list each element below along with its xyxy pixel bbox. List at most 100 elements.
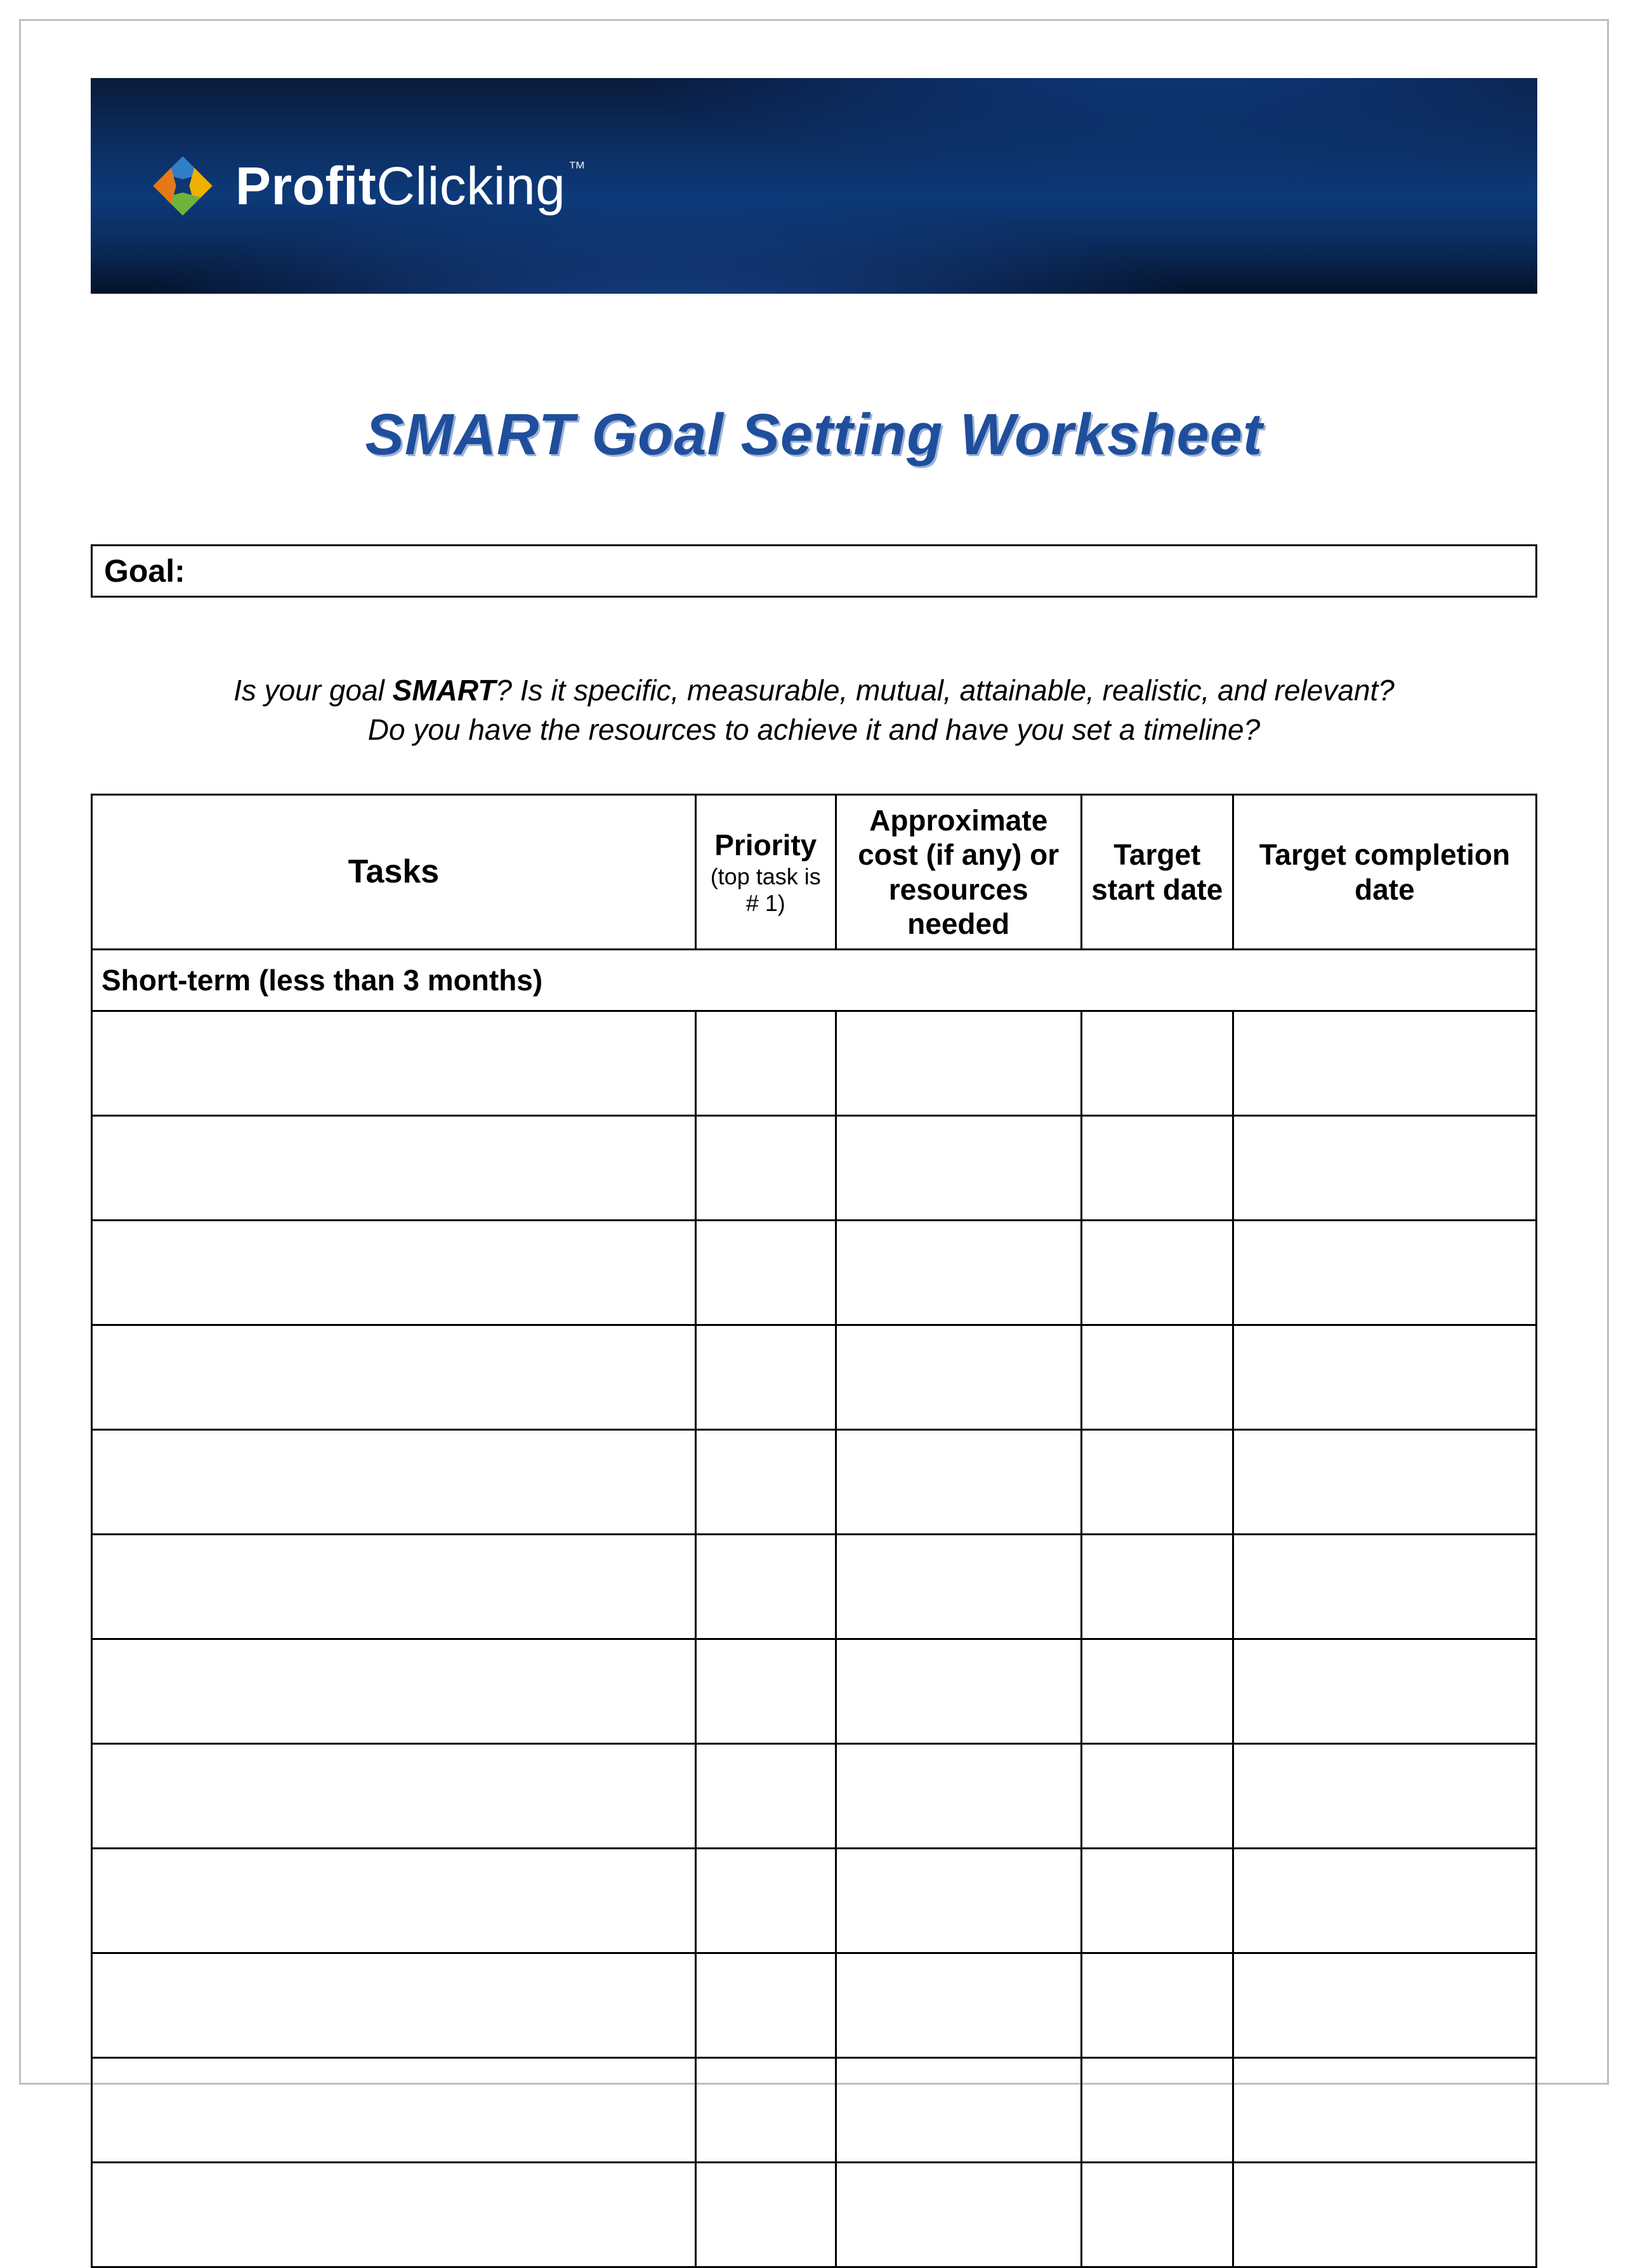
table-cell[interactable] bbox=[695, 1430, 836, 1535]
table-cell[interactable] bbox=[92, 1116, 696, 1221]
table-row[interactable] bbox=[92, 1011, 1537, 1116]
table-cell[interactable] bbox=[695, 2163, 836, 2267]
col-tasks: Tasks bbox=[92, 795, 696, 950]
table-cell[interactable] bbox=[1081, 2163, 1233, 2267]
table-cell[interactable] bbox=[1081, 1535, 1233, 1639]
table-cell[interactable] bbox=[1081, 2058, 1233, 2163]
table-cell[interactable] bbox=[1233, 1221, 1536, 1325]
intro-smart: SMART bbox=[393, 674, 496, 707]
table-cell[interactable] bbox=[695, 1849, 836, 1953]
col-end: Target completion date bbox=[1233, 795, 1536, 950]
table-cell[interactable] bbox=[836, 1325, 1081, 1430]
table-cell[interactable] bbox=[92, 1325, 696, 1430]
col-cost: Approximate cost (if any) or resources n… bbox=[836, 795, 1081, 950]
table-cell[interactable] bbox=[1081, 1011, 1233, 1116]
table-cell[interactable] bbox=[1233, 1639, 1536, 1744]
table-cell[interactable] bbox=[1081, 1221, 1233, 1325]
table-row[interactable] bbox=[92, 1953, 1537, 2058]
intro-text: Is your goal SMART? Is it specific, meas… bbox=[91, 671, 1537, 749]
page-border: ProfitClicking™ SMART Goal Setting Works… bbox=[19, 19, 1609, 2085]
table-cell[interactable] bbox=[836, 1430, 1081, 1535]
table-cell[interactable] bbox=[1233, 1011, 1536, 1116]
table-row[interactable] bbox=[92, 2058, 1537, 2163]
table-row[interactable] bbox=[92, 1325, 1537, 1430]
table-cell[interactable] bbox=[836, 1011, 1081, 1116]
table-cell[interactable] bbox=[92, 1953, 696, 2058]
section-short-term-label: Short-term (less than 3 months) bbox=[92, 950, 1537, 1011]
table-cell[interactable] bbox=[695, 1953, 836, 2058]
brand-name-bold: Profit bbox=[235, 156, 376, 216]
table-cell[interactable] bbox=[836, 1535, 1081, 1639]
brand-logo-icon bbox=[141, 145, 224, 227]
table-row[interactable] bbox=[92, 1430, 1537, 1535]
table-row[interactable] bbox=[92, 1221, 1537, 1325]
brand-banner: ProfitClicking™ bbox=[91, 78, 1537, 294]
table-cell[interactable] bbox=[1233, 1849, 1536, 1953]
intro-line-1: Is your goal SMART? Is it specific, meas… bbox=[91, 671, 1537, 710]
table-cell[interactable] bbox=[1233, 2058, 1536, 2163]
table-row[interactable] bbox=[92, 1535, 1537, 1639]
goal-label: Goal: bbox=[104, 553, 185, 589]
table-cell[interactable] bbox=[1081, 1953, 1233, 2058]
intro-line-2: Do you have the resources to achieve it … bbox=[91, 710, 1537, 749]
table-cell[interactable] bbox=[836, 1744, 1081, 1849]
goal-field[interactable]: Goal: bbox=[91, 544, 1537, 598]
table-cell[interactable] bbox=[92, 2058, 696, 2163]
table-cell[interactable] bbox=[1081, 1325, 1233, 1430]
table-row[interactable] bbox=[92, 1849, 1537, 1953]
table-cell[interactable] bbox=[92, 1221, 696, 1325]
table-cell[interactable] bbox=[836, 2058, 1081, 2163]
table-cell[interactable] bbox=[695, 1116, 836, 1221]
table-cell[interactable] bbox=[1233, 1116, 1536, 1221]
table-header: Tasks Priority (top task is # 1) Approxi… bbox=[92, 795, 1537, 950]
table-cell[interactable] bbox=[92, 1430, 696, 1535]
table-row[interactable] bbox=[92, 1639, 1537, 1744]
table-cell[interactable] bbox=[1233, 1535, 1536, 1639]
table-body: Short-term (less than 3 months) bbox=[92, 950, 1537, 2267]
table-cell[interactable] bbox=[92, 1639, 696, 1744]
table-cell[interactable] bbox=[1081, 1639, 1233, 1744]
table-cell[interactable] bbox=[836, 2163, 1081, 2267]
table-cell[interactable] bbox=[836, 1639, 1081, 1744]
table-cell[interactable] bbox=[1233, 1744, 1536, 1849]
table-cell[interactable] bbox=[92, 2163, 696, 2267]
table-cell[interactable] bbox=[1233, 2163, 1536, 2267]
table-cell[interactable] bbox=[1233, 1953, 1536, 2058]
intro-prefix: Is your goal bbox=[233, 674, 393, 707]
table-cell[interactable] bbox=[695, 2058, 836, 2163]
table-cell[interactable] bbox=[836, 1116, 1081, 1221]
table-cell[interactable] bbox=[1233, 1325, 1536, 1430]
table-cell[interactable] bbox=[695, 1325, 836, 1430]
brand-trademark: ™ bbox=[568, 158, 586, 178]
table-cell[interactable] bbox=[695, 1639, 836, 1744]
table-cell[interactable] bbox=[1081, 1430, 1233, 1535]
brand: ProfitClicking™ bbox=[141, 145, 586, 227]
col-priority-label: Priority bbox=[714, 829, 817, 862]
table-cell[interactable] bbox=[1081, 1744, 1233, 1849]
worksheet-table: Tasks Priority (top task is # 1) Approxi… bbox=[91, 794, 1537, 2268]
table-cell[interactable] bbox=[92, 1011, 696, 1116]
table-cell[interactable] bbox=[1233, 1430, 1536, 1535]
table-cell[interactable] bbox=[92, 1535, 696, 1639]
table-row[interactable] bbox=[92, 1744, 1537, 1849]
table-cell[interactable] bbox=[695, 1535, 836, 1639]
brand-name: ProfitClicking™ bbox=[235, 159, 586, 213]
col-start: Target start date bbox=[1081, 795, 1233, 950]
table-cell[interactable] bbox=[836, 1221, 1081, 1325]
table-cell[interactable] bbox=[1081, 1116, 1233, 1221]
table-cell[interactable] bbox=[92, 1744, 696, 1849]
brand-name-light: Clicking bbox=[376, 156, 565, 216]
table-cell[interactable] bbox=[836, 1953, 1081, 2058]
table-row[interactable] bbox=[92, 1116, 1537, 1221]
col-priority-sub: (top task is # 1) bbox=[706, 863, 826, 916]
table-cell[interactable] bbox=[92, 1849, 696, 1953]
table-cell[interactable] bbox=[695, 1011, 836, 1116]
page: ProfitClicking™ SMART Goal Setting Works… bbox=[0, 0, 1628, 2104]
table-cell[interactable] bbox=[695, 1744, 836, 1849]
table-cell[interactable] bbox=[1081, 1849, 1233, 1953]
table-cell[interactable] bbox=[695, 1221, 836, 1325]
table-cell[interactable] bbox=[836, 1849, 1081, 1953]
page-title: SMART Goal Setting Worksheet bbox=[91, 402, 1537, 468]
intro-suffix: ? Is it specific, measurable, mutual, at… bbox=[496, 674, 1395, 707]
table-row[interactable] bbox=[92, 2163, 1537, 2267]
